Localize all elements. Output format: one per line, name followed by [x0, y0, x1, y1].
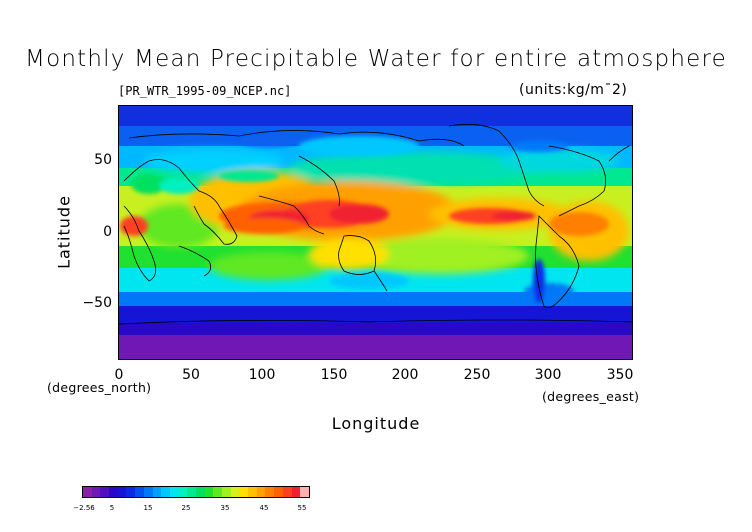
colorbar-tick-25: 25: [181, 504, 191, 512]
units-label: (units:kg/m¯2): [519, 82, 628, 98]
y-tick-50: 50: [94, 152, 112, 168]
coast-east-asia: [298, 155, 340, 207]
colorbar-tick-15: 15: [143, 504, 153, 512]
coastlines: [119, 123, 632, 325]
colorbar-swatch: [274, 487, 283, 497]
colorbar-swatch: [100, 487, 110, 497]
x-tick-100: 100: [248, 367, 276, 383]
coast-new-zealand: [373, 270, 388, 292]
colorbar-swatch: [230, 487, 240, 497]
dry-regions: [131, 135, 574, 303]
colorbar-swatch: [169, 487, 179, 497]
coast-madagascar-region: [178, 245, 212, 277]
x-unit-label: (degrees_east): [542, 389, 640, 404]
colorbar-swatch: [117, 487, 127, 497]
coast-arabia-india: [123, 159, 238, 245]
coast-eurasia-north: [128, 130, 465, 147]
colorbar-swatch: [152, 487, 162, 497]
coast-greenland-iceland: [608, 145, 630, 162]
colorbar-tick-45: 45: [259, 504, 269, 512]
coast-north-america-east: [548, 145, 607, 217]
coast-africa-east: [123, 205, 157, 282]
colorbar-swatch: [222, 487, 231, 497]
band-high-south: [119, 306, 632, 323]
colorbar-swatch: [187, 487, 196, 497]
colorbar-swatch: [256, 487, 266, 497]
colorbar-swatch: [109, 487, 118, 497]
colorbar: [82, 486, 310, 498]
colorbar-swatch: [265, 487, 275, 497]
colorbar-swatch: [135, 487, 144, 497]
x-tick-0: 0: [114, 367, 124, 383]
band-antarctica: [119, 335, 632, 359]
y-tick-minus-50: −50: [82, 295, 112, 311]
colorbar-swatch: [83, 487, 92, 497]
colorbar-tick-55: 55: [297, 504, 307, 512]
coast-south-america: [535, 215, 580, 309]
colorbar-swatch: [195, 487, 205, 497]
colorbar-swatch: [178, 487, 188, 497]
precipitable-water-map: [118, 105, 633, 360]
colorbar-swatch: [248, 487, 257, 497]
band-antarctic-coast: [119, 323, 632, 335]
x-tick-150: 150: [320, 367, 348, 383]
colorbar-swatch: [204, 487, 214, 497]
x-tick-350: 350: [606, 367, 634, 383]
colorbar-swatch: [161, 487, 170, 497]
x-tick-300: 300: [534, 367, 562, 383]
moisture-peaks: [120, 200, 609, 236]
x-tick-50: 50: [182, 367, 200, 383]
band-southern-ocean: [119, 292, 632, 306]
map-title: Monthly Mean Precipitable Water for enti…: [25, 46, 727, 72]
coast-se-asia: [258, 195, 325, 235]
colorbar-swatch: [300, 487, 309, 497]
colorbar-tick-5: 5: [109, 504, 115, 512]
map-canvas: [119, 106, 632, 359]
colorbar-swatch: [282, 487, 292, 497]
colorbar-tick-min: −2.56: [73, 504, 95, 512]
y-tick-0: 0: [103, 224, 112, 240]
coast-north-america-west: [448, 123, 545, 207]
band-arctic: [119, 106, 632, 126]
y-axis-label: Latitude: [54, 195, 74, 269]
colorbar-swatch: [213, 487, 222, 497]
colorbar-swatch: [291, 487, 301, 497]
y-unit-label: (degrees_north): [47, 380, 152, 395]
colorbar-tick-35: 35: [220, 504, 230, 512]
coast-australia: [338, 235, 377, 275]
file-label: [PR_WTR_1995-09_NCEP.nc]: [118, 84, 292, 98]
x-axis-label: Longitude: [331, 414, 421, 433]
colorbar-swatch: [143, 487, 153, 497]
x-tick-250: 250: [463, 367, 491, 383]
x-tick-200: 200: [391, 367, 419, 383]
colorbar-swatch: [239, 487, 249, 497]
colorbar-swatch: [91, 487, 101, 497]
coast-antarctica: [119, 319, 632, 325]
colorbar-swatch: [126, 487, 136, 497]
